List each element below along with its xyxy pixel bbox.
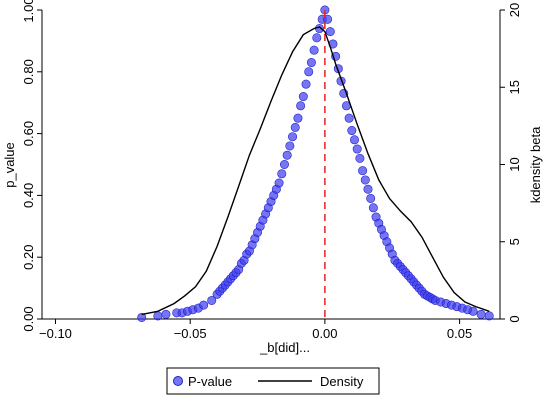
- pvalue-point: [344, 113, 354, 123]
- y-left-tick-label: 0.40: [21, 183, 36, 208]
- x-axis-title: _b[did]...: [259, 340, 310, 355]
- pvalue-point: [312, 33, 322, 43]
- legend-density-label: Density: [320, 374, 364, 389]
- pvalue-point: [290, 122, 300, 132]
- pvalue-point: [323, 14, 333, 24]
- pvalue-point: [301, 79, 311, 89]
- pvalue-point: [296, 101, 306, 111]
- pvalue-point: [476, 309, 486, 319]
- pvalue-point: [468, 306, 478, 316]
- legend-pvalue-label: P-value: [188, 374, 232, 389]
- pvalue-point: [304, 67, 314, 77]
- y-right-tick-label: 10: [507, 157, 522, 171]
- y-right-tick-label: 0: [507, 315, 522, 322]
- pvalue-point: [282, 150, 292, 160]
- y-axis-right-title: kdensity beta: [528, 126, 543, 203]
- density-line: [141, 26, 490, 316]
- pvalue-point: [285, 141, 295, 151]
- x-tick-label: −0.05: [174, 326, 207, 341]
- pvalue-point: [207, 295, 217, 305]
- x-tick-label: 0.00: [312, 326, 337, 341]
- plot-area: [137, 5, 494, 322]
- pvalue-point: [355, 153, 365, 163]
- pvalue-point: [350, 135, 360, 145]
- legend: P-value Density: [166, 367, 380, 395]
- pvalue-point: [293, 113, 303, 123]
- y-axis-left-title: p_value: [2, 142, 17, 188]
- y-left-tick-label: 0.00: [21, 306, 36, 331]
- x-tick-label: 0.05: [447, 326, 472, 341]
- pvalue-point: [137, 312, 147, 322]
- pvalue-point: [279, 160, 289, 170]
- x-axis: −0.10 −0.05 0.00 0.05: [39, 318, 500, 341]
- pvalue-point: [325, 27, 335, 37]
- pvalue-point: [161, 309, 171, 319]
- y-left-tick-label: 1.00: [21, 0, 36, 23]
- pvalue-point: [309, 45, 319, 55]
- y-right-tick-label: 15: [507, 80, 522, 94]
- legend-pvalue-marker: [173, 376, 183, 386]
- pvalue-point: [153, 311, 163, 321]
- pvalue-point: [199, 300, 209, 310]
- pvalue-point: [360, 175, 370, 185]
- pvalue-point: [306, 58, 316, 68]
- pvalue-point: [363, 184, 373, 194]
- y-axis-right: 0 5 10 15 20: [499, 3, 522, 323]
- pvalue-point: [347, 126, 357, 136]
- y-right-tick-label: 20: [507, 3, 522, 17]
- pvalue-point: [274, 178, 284, 188]
- y-left-tick-label: 0.80: [21, 59, 36, 84]
- pvalue-point: [484, 311, 494, 321]
- pvalue-point: [277, 169, 287, 179]
- y-left-tick-label: 0.20: [21, 245, 36, 270]
- pvalue-point: [288, 132, 298, 142]
- y-right-tick-label: 5: [507, 238, 522, 245]
- pvalue-point: [358, 166, 368, 176]
- pvalue-point: [366, 193, 376, 203]
- x-tick-label: −0.10: [39, 326, 72, 341]
- pvalue-point: [298, 92, 308, 102]
- pvalue-point: [368, 203, 378, 213]
- pvalue-point: [352, 144, 362, 154]
- y-axis-left: 0.00 0.20 0.40 0.60 0.80 1.00: [21, 0, 43, 332]
- y-left-tick-label: 0.60: [21, 121, 36, 146]
